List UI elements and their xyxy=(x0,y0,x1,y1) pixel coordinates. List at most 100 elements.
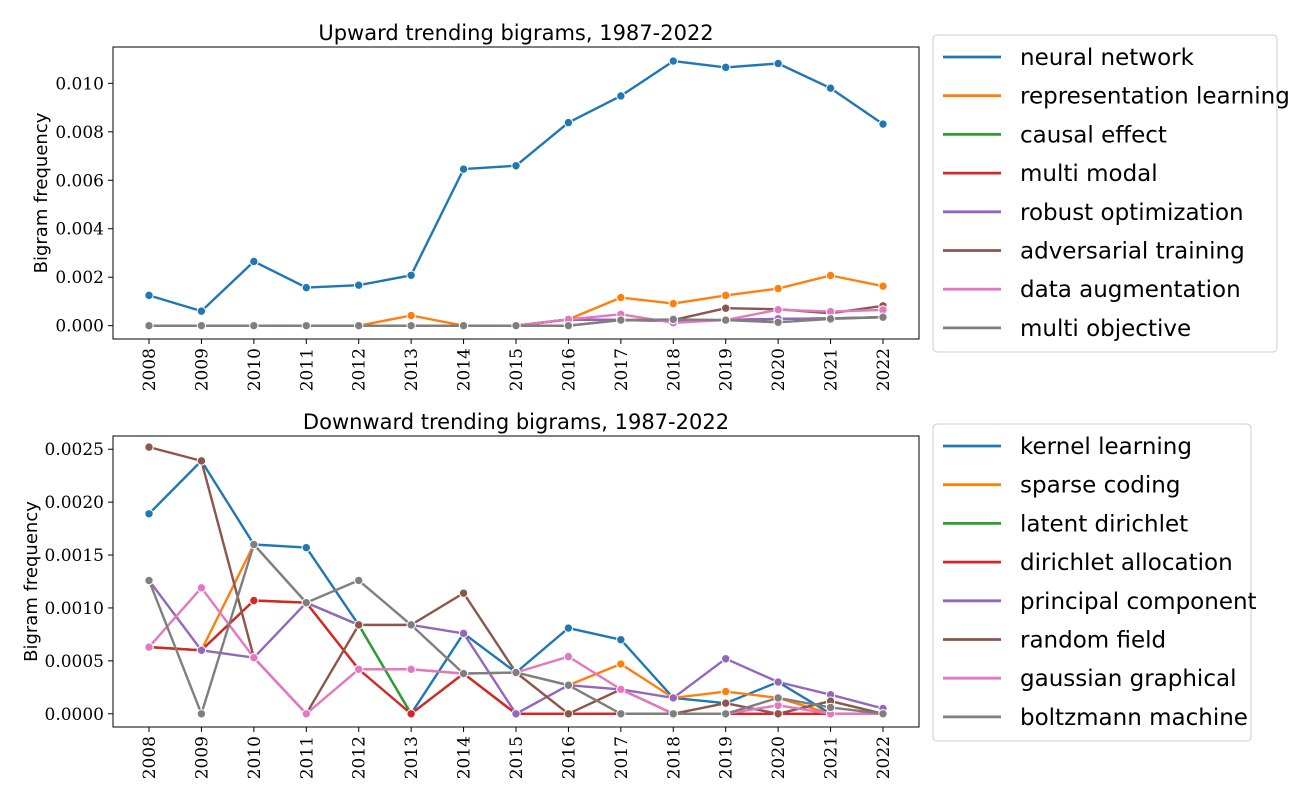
y-tick-label: 0.0005 xyxy=(45,652,104,672)
x-tick-label: 2014 xyxy=(455,736,475,779)
data-point xyxy=(301,320,311,331)
data-point xyxy=(721,62,731,73)
data-point xyxy=(773,58,783,69)
data-point xyxy=(511,161,521,171)
legend-entry: boltzmann machine xyxy=(1020,705,1248,731)
legend-entry: random field xyxy=(1020,628,1166,654)
x-tick-label: 2011 xyxy=(297,348,317,391)
x-tick-label: 2019 xyxy=(717,348,737,391)
y-tick-label: 0.0015 xyxy=(45,546,104,566)
data-point xyxy=(563,709,574,719)
data-point xyxy=(144,575,154,586)
data-point xyxy=(825,702,836,713)
data-point xyxy=(354,320,364,331)
y-tick-label: 0.0020 xyxy=(45,493,104,513)
x-tick-label: 2011 xyxy=(297,736,317,779)
x-tick-label: 2008 xyxy=(140,348,160,391)
y-tick-label: 0.0025 xyxy=(45,440,104,460)
x-tick-label: 2021 xyxy=(822,736,842,779)
data-point xyxy=(144,290,154,301)
y-tick-label: 0.0000 xyxy=(45,705,104,725)
data-point xyxy=(721,709,731,719)
data-point xyxy=(406,620,416,630)
x-tick-label: 2013 xyxy=(402,736,422,779)
data-point xyxy=(563,623,574,633)
data-point xyxy=(773,283,783,294)
data-point xyxy=(616,635,626,645)
data-point xyxy=(354,664,364,675)
data-point xyxy=(563,651,574,662)
x-tick-label: 2019 xyxy=(717,736,737,779)
data-point xyxy=(773,677,783,687)
x-tick-label: 2018 xyxy=(664,736,684,779)
data-point xyxy=(196,456,207,466)
data-point xyxy=(511,667,521,678)
series-line xyxy=(148,543,883,715)
x-tick-label: 2012 xyxy=(350,348,370,391)
chart-panel-2: Downward trending bigrams, 1987-2022 Bigr… xyxy=(21,410,1257,779)
chart-panel-1: Upward trending bigrams, 1987-2022 Bigram… xyxy=(31,21,1290,391)
x-tick-label: 2010 xyxy=(245,736,265,779)
x-tick-label: 2012 xyxy=(350,736,370,779)
data-point xyxy=(825,83,836,93)
x-tick-label: 2009 xyxy=(192,736,212,779)
legend-entry: sparse coding xyxy=(1020,473,1180,499)
data-point xyxy=(144,642,154,652)
legend-entry: dirichlet allocation xyxy=(1020,550,1233,576)
data-point xyxy=(354,620,364,630)
data-point xyxy=(668,709,678,719)
y-tick-label: 0.000 xyxy=(55,317,104,337)
data-point xyxy=(721,290,731,301)
y-axis-label: Bigram frequency xyxy=(31,112,52,273)
data-point xyxy=(511,320,521,331)
legend: neural network representation learning cau… xyxy=(932,34,1290,353)
data-point xyxy=(878,281,888,291)
x-tick-label: 2022 xyxy=(874,348,894,391)
data-point xyxy=(616,315,626,325)
legend-entry: neural network xyxy=(1020,45,1195,71)
data-point xyxy=(668,56,678,66)
x-tick-label: 2009 xyxy=(192,348,212,391)
legend: kernel learning sparse coding latent diric… xyxy=(932,423,1257,742)
data-point xyxy=(721,698,731,708)
data-point xyxy=(458,628,469,639)
legend-frame xyxy=(932,423,1252,742)
data-point xyxy=(668,693,678,703)
plot-area xyxy=(112,46,920,340)
data-point xyxy=(301,597,311,608)
x-tick-label: 2020 xyxy=(769,348,789,391)
data-point xyxy=(878,709,888,719)
y-tick-label: 0.0010 xyxy=(45,599,104,619)
data-point xyxy=(196,320,207,331)
y-axis-label: Bigram frequency xyxy=(21,501,42,662)
data-point xyxy=(878,119,888,129)
x-tick-label: 2015 xyxy=(507,736,527,779)
x-tick-label: 2008 xyxy=(140,736,160,779)
x-tick-label: 2017 xyxy=(612,736,632,779)
legend-entry: principal component xyxy=(1020,589,1257,615)
data-point xyxy=(144,442,154,452)
chart-title: Downward trending bigrams, 1987-2022 xyxy=(303,410,729,434)
series-sparse-coding xyxy=(144,539,888,719)
data-point xyxy=(406,310,416,321)
data-point xyxy=(721,315,731,325)
data-point xyxy=(668,314,678,325)
data-point xyxy=(878,312,888,322)
data-point xyxy=(196,306,207,316)
y-tick-label: 0.006 xyxy=(55,171,104,191)
data-point xyxy=(668,298,678,309)
legend-entry: adversarial training xyxy=(1020,239,1245,265)
data-point xyxy=(301,709,311,719)
data-point xyxy=(249,539,259,550)
data-point xyxy=(511,709,521,719)
x-tick-label: 2013 xyxy=(402,348,422,391)
data-point xyxy=(196,645,207,655)
x-tick-label: 2022 xyxy=(874,736,894,779)
x-tick-label: 2017 xyxy=(612,348,632,391)
data-point xyxy=(616,659,626,669)
series-multi-objective xyxy=(144,312,888,331)
legend-entry: multi objective xyxy=(1020,316,1191,342)
data-point xyxy=(406,664,416,675)
data-point xyxy=(563,320,574,331)
data-point xyxy=(616,292,626,303)
